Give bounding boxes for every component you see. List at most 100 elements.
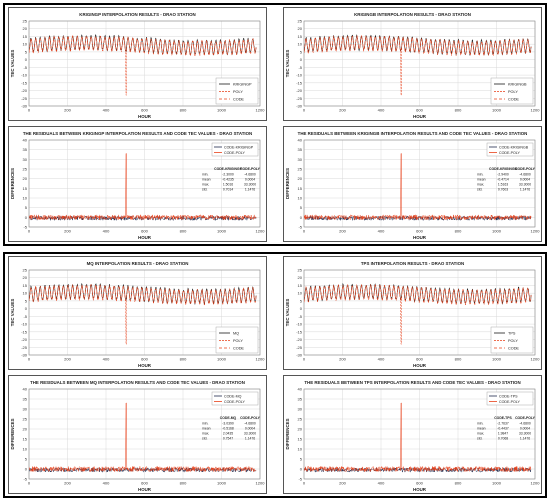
x-tick-label: 1000 (492, 357, 502, 362)
y-tick-label: 5 (25, 205, 28, 210)
legend-label: CODE (508, 98, 519, 102)
y-tick-label: 0 (300, 467, 303, 472)
x-axis-label: HOUR (413, 114, 427, 119)
chart-title: THE RESIDUALS BETWEEN KRIGINGP INTERPOLA… (23, 131, 252, 136)
legend-box (211, 142, 259, 157)
x-tick-label: 0 (303, 481, 306, 486)
x-axis-label: HOUR (413, 487, 427, 492)
y-tick-label: 0 (25, 306, 28, 311)
y-axis-label: DIFFERENCES (10, 418, 15, 449)
x-axis-label: HOUR (413, 363, 427, 368)
y-axis-label: TEC VALUES (285, 50, 290, 78)
y-tick-label: 15 (23, 437, 28, 442)
stats-row-label: max. (202, 432, 209, 436)
legend-label: POLY (508, 90, 518, 94)
x-tick-label: 400 (378, 108, 385, 113)
y-tick-label: 30 (23, 157, 28, 162)
krigingp-residuals-svg: THE RESIDUALS BETWEEN KRIGINGP INTERPOLA… (10, 131, 266, 240)
y-tick-label: -25 (21, 345, 28, 350)
x-tick-label: 1000 (217, 481, 227, 486)
y-tick-label: 15 (298, 186, 303, 191)
x-tick-label: 1200 (256, 108, 266, 113)
x-tick-label: 1000 (217, 108, 227, 113)
y-tick-label: 15 (298, 283, 303, 288)
y-tick-label: 5 (25, 298, 28, 303)
y-tick-label: 10 (23, 447, 28, 452)
stats-row-label: min. (202, 422, 208, 426)
y-tick-label: 15 (23, 283, 28, 288)
x-tick-label: 400 (103, 229, 110, 234)
x-axis-label: HOUR (138, 363, 152, 368)
series-group (29, 402, 257, 474)
y-tick-label: 10 (23, 42, 28, 47)
panel-mq-residuals: THE RESIDUALS BETWEEN MQ INTERPOLATION R… (8, 375, 267, 494)
y-tick-label: -5 (23, 314, 27, 319)
x-tick-label: 800 (180, 481, 187, 486)
legend-label: CODE-POLY (499, 151, 521, 155)
y-tick-label: 15 (23, 186, 28, 191)
x-tick-label: 200 (64, 357, 71, 362)
x-tick-label: 200 (64, 108, 71, 113)
y-tick-label: 0 (300, 215, 303, 220)
chart-title: KRIGINGB INTERPOLATION RESULTS - DRAO ST… (354, 12, 471, 17)
y-tick-label: 30 (298, 407, 303, 412)
y-tick-label: 20 (23, 275, 28, 280)
y-tick-label: 10 (23, 196, 28, 201)
y-tick-label: -10 (296, 73, 303, 78)
y-tick-label: 5 (25, 49, 28, 54)
stats-row-label: min. (477, 173, 483, 177)
stats-header: CODE-POLY (515, 416, 536, 420)
series-group (304, 34, 532, 96)
x-tick-label: 0 (28, 481, 31, 486)
y-tick-label: 20 (23, 176, 28, 181)
stats-cell: -0.4235 (222, 178, 234, 182)
y-tick-label: -15 (21, 80, 28, 85)
y-tick-label: -15 (296, 329, 303, 334)
stats-cell: -4.6800 (519, 422, 531, 426)
x-tick-label: 1200 (256, 357, 266, 362)
x-tick-label: 1000 (217, 229, 227, 234)
plot-area (303, 388, 536, 480)
x-tick-label: 400 (378, 357, 385, 362)
legend-label: CODE-POLY (499, 400, 521, 404)
legend-label: CODE-TPS (499, 394, 518, 398)
y-tick-label: 25 (298, 268, 303, 273)
legend-label: CODE (508, 347, 519, 351)
x-tick-label: 200 (339, 108, 346, 113)
stats-cell: 33.3000 (519, 183, 531, 187)
stats-row-label: min. (477, 422, 483, 426)
stats-cell: 0.0004 (520, 427, 530, 431)
x-tick-label: 0 (28, 357, 31, 362)
x-tick-label: 800 (180, 229, 187, 234)
stats-header: CODE-POLY (515, 167, 536, 171)
stats-cell: -0.5168 (222, 427, 234, 431)
y-tick-label: -30 (296, 104, 303, 109)
stats-cell: -4.6800 (244, 173, 256, 177)
series-group (304, 282, 532, 345)
y-tick-label: 0 (25, 57, 28, 62)
stats-header: CODE-KRIGINGB (489, 167, 517, 171)
stats-cell: 0.7068 (498, 437, 508, 441)
stats-cell: 0.7547 (223, 437, 233, 441)
y-tick-label: -5 (298, 225, 302, 230)
x-tick-label: 400 (103, 357, 110, 362)
y-tick-label: 20 (23, 26, 28, 31)
x-tick-label: 1000 (492, 481, 502, 486)
x-tick-label: 800 (455, 481, 462, 486)
y-tick-label: 20 (23, 427, 28, 432)
legend-box (215, 326, 259, 354)
x-tick-label: 1200 (256, 229, 266, 234)
plot-area (303, 20, 536, 107)
stats-row-label: mean (202, 178, 211, 182)
x-tick-label: 1200 (531, 108, 541, 113)
x-tick-label: 800 (455, 108, 462, 113)
x-tick-label: 800 (180, 108, 187, 113)
stats-cell: -0.4437 (497, 427, 509, 431)
y-tick-label: 5 (300, 298, 303, 303)
stats-row-label: max. (202, 183, 209, 187)
y-tick-label: 0 (25, 215, 28, 220)
y-tick-label: -5 (298, 314, 302, 319)
y-tick-label: 10 (298, 447, 303, 452)
krigingp-results-svg: KRIGINGP INTERPOLATION RESULTS - DRAO ST… (10, 12, 266, 119)
